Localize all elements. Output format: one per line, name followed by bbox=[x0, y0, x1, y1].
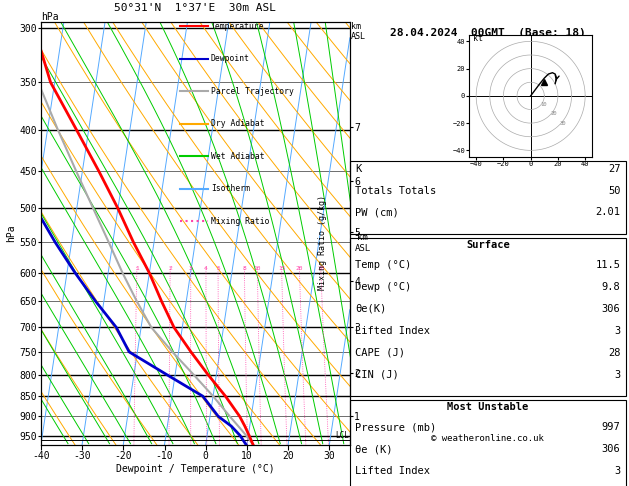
Text: 2: 2 bbox=[169, 266, 172, 271]
Text: 15: 15 bbox=[278, 266, 286, 271]
Text: Lifted Index: Lifted Index bbox=[355, 326, 430, 336]
Text: 50: 50 bbox=[608, 186, 620, 195]
Y-axis label: km
ASL: km ASL bbox=[355, 233, 371, 253]
Text: 28: 28 bbox=[608, 348, 620, 358]
Text: Lifted Index: Lifted Index bbox=[355, 466, 430, 476]
Text: 9.8: 9.8 bbox=[601, 282, 620, 292]
Text: CIN (J): CIN (J) bbox=[355, 370, 399, 380]
Text: 3: 3 bbox=[614, 326, 620, 336]
Text: 8: 8 bbox=[243, 266, 247, 271]
Y-axis label: hPa: hPa bbox=[6, 225, 16, 242]
Text: Most Unstable: Most Unstable bbox=[447, 402, 528, 412]
Text: 11.5: 11.5 bbox=[595, 260, 620, 270]
Text: CAPE (J): CAPE (J) bbox=[355, 348, 406, 358]
Text: Pressure (mb): Pressure (mb) bbox=[355, 422, 437, 432]
Text: Dewp (°C): Dewp (°C) bbox=[355, 282, 412, 292]
Text: 3: 3 bbox=[189, 266, 192, 271]
Text: Totals Totals: Totals Totals bbox=[355, 186, 437, 195]
Text: 28.04.2024  00GMT  (Base: 18): 28.04.2024 00GMT (Base: 18) bbox=[390, 28, 586, 38]
Text: 5: 5 bbox=[216, 266, 220, 271]
Text: 2.01: 2.01 bbox=[595, 208, 620, 218]
Text: θe (K): θe (K) bbox=[355, 444, 393, 454]
Text: Surface: Surface bbox=[466, 240, 509, 250]
Text: Isotherm: Isotherm bbox=[211, 184, 250, 193]
X-axis label: Dewpoint / Temperature (°C): Dewpoint / Temperature (°C) bbox=[116, 464, 275, 474]
Text: 3: 3 bbox=[614, 370, 620, 380]
Bar bbox=[350, 161, 626, 234]
Text: 997: 997 bbox=[601, 422, 620, 432]
Text: PW (cm): PW (cm) bbox=[355, 208, 399, 218]
Text: 10: 10 bbox=[253, 266, 261, 271]
Text: Parcel Trajectory: Parcel Trajectory bbox=[211, 87, 294, 96]
Text: 1: 1 bbox=[135, 266, 139, 271]
Text: Dry Adiabat: Dry Adiabat bbox=[211, 119, 264, 128]
Text: Dewpoint: Dewpoint bbox=[211, 54, 250, 63]
Text: 306: 306 bbox=[601, 444, 620, 454]
Text: km
ASL: km ASL bbox=[350, 22, 365, 41]
Text: 306: 306 bbox=[601, 304, 620, 314]
Text: 50°31'N  1°37'E  30m ASL: 50°31'N 1°37'E 30m ASL bbox=[114, 3, 276, 14]
Text: K: K bbox=[355, 163, 362, 174]
Text: 4: 4 bbox=[204, 266, 208, 271]
Bar bbox=[350, 238, 626, 396]
Text: Mixing Ratio: Mixing Ratio bbox=[211, 217, 269, 226]
Bar bbox=[350, 400, 626, 486]
Text: θe(K): θe(K) bbox=[355, 304, 387, 314]
Text: 28: 28 bbox=[317, 266, 325, 271]
Text: LCL: LCL bbox=[335, 431, 348, 440]
Text: Temperature: Temperature bbox=[211, 21, 264, 31]
Text: Mixing Ratio (g/kg): Mixing Ratio (g/kg) bbox=[318, 195, 327, 291]
Text: hPa: hPa bbox=[41, 13, 58, 22]
Text: 20: 20 bbox=[296, 266, 303, 271]
Text: 3: 3 bbox=[614, 466, 620, 476]
Text: Temp (°C): Temp (°C) bbox=[355, 260, 412, 270]
Text: © weatheronline.co.uk: © weatheronline.co.uk bbox=[431, 434, 544, 443]
Text: Wet Adiabat: Wet Adiabat bbox=[211, 152, 264, 161]
Text: 27: 27 bbox=[608, 163, 620, 174]
